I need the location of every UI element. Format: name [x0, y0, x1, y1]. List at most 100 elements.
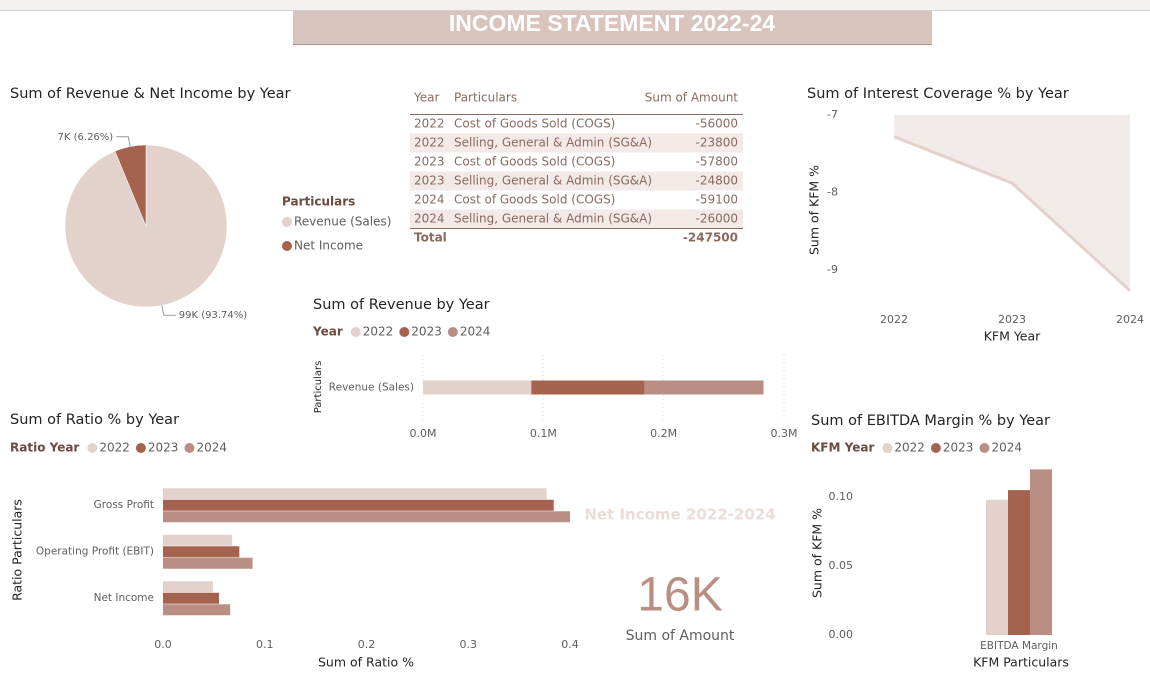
legend-swatch	[87, 443, 98, 453]
table-cell: 2023	[414, 174, 445, 188]
bar	[1008, 490, 1030, 635]
header-banner	[293, 11, 932, 45]
category-label: Operating Profit (EBIT)	[36, 545, 154, 557]
bar	[163, 581, 213, 593]
y-tick-label: -9	[827, 263, 838, 276]
bar	[163, 488, 547, 500]
legend-label: 2023	[943, 441, 974, 455]
table-cell: 2024	[414, 193, 445, 207]
table-cell: -59100	[695, 193, 738, 207]
x-tick-label: 0.2	[358, 638, 376, 651]
table-cell: Selling, General & Admin (SG&A)	[454, 174, 652, 188]
legend-swatch	[350, 327, 361, 337]
table-cell: 2022	[414, 117, 445, 131]
legend-label: 2024	[991, 441, 1022, 455]
pie-slice	[114, 144, 147, 227]
legend-title: Year	[312, 325, 343, 339]
data-label: 7K (6.26%)	[58, 132, 114, 143]
table-row-band	[410, 209, 743, 229]
legend-label: 2024	[196, 441, 227, 455]
y-tick-label: 0.00	[829, 628, 854, 641]
table-row-band	[410, 133, 743, 153]
table-cell: Selling, General & Admin (SG&A)	[454, 212, 652, 226]
y-tick-label: -7	[827, 108, 838, 121]
bar	[163, 557, 253, 569]
leader-line	[161, 305, 176, 316]
bar	[423, 380, 532, 395]
leader-line	[116, 136, 131, 147]
x-tick-label: 0.0	[154, 638, 172, 651]
x-axis-label: KFM Particulars	[973, 655, 1069, 670]
line	[893, 135, 1132, 292]
x-axis-label: KFM Year	[984, 329, 1041, 344]
toolbar	[0, 0, 1150, 10]
y-axis-label: Sum of KFM %	[810, 508, 825, 598]
data-label: 99K (93.74%)	[179, 310, 247, 321]
bar	[531, 380, 645, 395]
table-header: Sum of Amount	[645, 91, 739, 105]
table-cell: Cost of Goods Sold (COGS)	[454, 155, 615, 169]
legend-swatch	[184, 443, 195, 453]
x-tick-label: 0.3M	[771, 427, 798, 440]
table-cell: 2023	[414, 155, 445, 169]
bar	[163, 534, 233, 546]
table-cell: -24800	[695, 174, 738, 188]
legend-title: Particulars	[282, 195, 355, 209]
card-value: 16K	[637, 569, 722, 622]
x-tick-label: 2022	[880, 313, 908, 326]
legend-swatch	[447, 327, 458, 337]
y-axis-label: Ratio Particulars	[10, 499, 25, 601]
table-total-value: -247500	[683, 231, 738, 245]
legend-swatch	[399, 327, 410, 337]
x-tick-label: 0.1M	[530, 427, 557, 440]
x-tick-label: 0.3	[460, 638, 478, 651]
legend-label: Revenue (Sales)	[294, 215, 391, 229]
bar	[163, 499, 554, 511]
legend-label: 2022	[894, 441, 925, 455]
table-header: Particulars	[454, 91, 517, 105]
bar	[163, 592, 219, 604]
category-label: EBITDA Margin	[980, 640, 1058, 652]
legend-label: 2022	[99, 441, 130, 455]
chart-title: Sum of Revenue by Year	[313, 297, 490, 313]
x-tick-label: 2023	[998, 313, 1026, 326]
chart-title: Sum of Interest Coverage % by Year	[807, 86, 1069, 102]
bar	[163, 604, 231, 616]
bar	[1030, 469, 1052, 635]
table-cell: Selling, General & Admin (SG&A)	[454, 136, 652, 150]
chart-title: Sum of Ratio % by Year	[10, 412, 179, 428]
table-cell: -57800	[695, 155, 738, 169]
y-tick-label: 0.10	[829, 490, 854, 503]
legend-swatch	[135, 443, 146, 453]
legend-title: KFM Year	[811, 441, 874, 455]
area-fill	[894, 115, 1130, 291]
table-cell: -26000	[695, 212, 738, 226]
card-title: Net Income 2022-2024	[584, 506, 775, 524]
table-row-band	[410, 171, 743, 191]
bar	[986, 499, 1008, 635]
card-caption: Sum of Amount	[626, 628, 735, 644]
category-label: Gross Profit	[94, 499, 154, 511]
chart-title: Sum of Revenue & Net Income by Year	[10, 86, 291, 102]
legend-label: 2024	[460, 325, 491, 339]
category-label: Net Income	[94, 592, 154, 604]
legend-label: 2023	[148, 441, 179, 455]
x-axis-label: Sum of Ratio %	[318, 655, 414, 670]
legend-swatch	[979, 443, 990, 453]
legend-swatch	[282, 241, 292, 251]
table-cell: 2022	[414, 136, 445, 150]
y-tick-label: -8	[827, 185, 838, 198]
legend-label: 2023	[411, 325, 442, 339]
legend-swatch	[282, 217, 292, 227]
chart-title: Sum of EBITDA Margin % by Year	[811, 413, 1050, 429]
bar	[644, 380, 764, 395]
legend-title: Ratio Year	[10, 441, 79, 455]
y-axis-label: Sum of KFM %	[807, 165, 822, 255]
legend-label: 2022	[363, 325, 394, 339]
table-cell: -23800	[695, 136, 738, 150]
y-tick-label: 0.05	[829, 559, 854, 572]
legend-swatch	[882, 443, 893, 453]
legend-swatch	[930, 443, 941, 453]
